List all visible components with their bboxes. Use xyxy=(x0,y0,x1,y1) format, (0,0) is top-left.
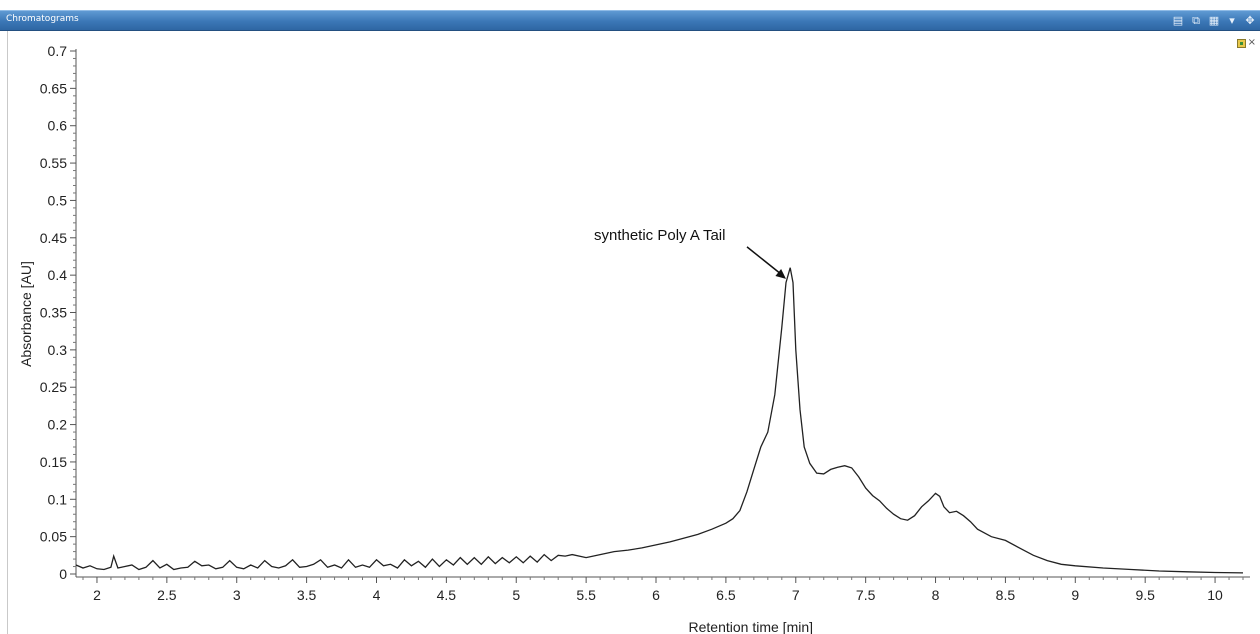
y-tick-label: 0.7 xyxy=(48,43,68,59)
x-tick-label: 5 xyxy=(512,587,520,603)
y-tick-label: 0.35 xyxy=(40,305,67,321)
y-tick-label: 0.1 xyxy=(48,491,68,507)
x-tick-label: 7.5 xyxy=(856,587,876,603)
x-tick-label: 5.5 xyxy=(576,587,596,603)
x-axis-label: Retention time [min] xyxy=(689,619,814,634)
window-left-border xyxy=(7,31,8,634)
annotation-arrow xyxy=(746,246,783,276)
y-tick-label: 0.3 xyxy=(48,342,68,358)
table-view-icon[interactable]: ▤ xyxy=(1172,14,1184,27)
x-tick-label: 6 xyxy=(652,587,660,603)
y-tick-label: 0.05 xyxy=(40,529,67,545)
annotation-arrowhead xyxy=(775,269,786,279)
x-tick-label: 8 xyxy=(932,587,940,603)
y-tick-label: 0.2 xyxy=(48,417,68,433)
y-tick-label: 0.15 xyxy=(40,454,67,470)
y-axis-label: Absorbance [AU] xyxy=(18,261,34,367)
x-tick-label: 6.5 xyxy=(716,587,736,603)
annotation-label: synthetic Poly A Tail xyxy=(594,227,725,244)
x-tick-label: 4.5 xyxy=(437,587,457,603)
x-tick-label: 9 xyxy=(1071,587,1079,603)
x-tick-label: 9.5 xyxy=(1135,587,1155,603)
x-tick-label: 7 xyxy=(792,587,800,603)
window-toolbar: ▤ ⧉ ▦ ▾ ✥ xyxy=(1172,14,1256,28)
close-icon[interactable]: × xyxy=(1247,37,1256,48)
x-tick-label: 10 xyxy=(1207,587,1223,603)
layers-dropdown-icon[interactable]: ▾ xyxy=(1229,14,1235,27)
chart-axes xyxy=(75,49,1250,578)
chromatogram-window-titlebar: Chromatograms ▤ ⧉ ▦ ▾ ✥ xyxy=(0,10,1260,31)
y-tick-label: 0.6 xyxy=(48,118,68,134)
x-tick-label: 4 xyxy=(373,587,381,603)
y-ticks: 0 0.05 0.1 0.15 0.2 0.25 0.3 0.35 0.4 0.45 0.5 0.55… xyxy=(40,43,76,582)
y-tick-label: 0.5 xyxy=(48,192,68,208)
x-tick-label: 8.5 xyxy=(996,587,1016,603)
x-ticks: 2 2.5 3 3.5 4 4.5 5 5.5 6 6.5 7 7.5 8 8.5 9 9.5 10 xyxy=(82,577,1244,603)
x-tick-label: 2 xyxy=(93,587,101,603)
panel-corner-controls: × xyxy=(1236,37,1256,48)
y-tick-label: 0.65 xyxy=(40,80,67,96)
absorbance-trace xyxy=(75,267,1244,574)
x-tick-label: 3 xyxy=(233,587,241,603)
pan-icon[interactable]: ✥ xyxy=(1245,14,1255,27)
peak-annotation: synthetic Poly A Tail xyxy=(594,227,786,279)
y-tick-label: 0 xyxy=(59,566,67,582)
y-tick-label: 0.4 xyxy=(48,267,68,283)
window-title: Chromatograms xyxy=(6,14,79,24)
pin-icon[interactable] xyxy=(1236,38,1246,48)
chromatogram-chart: 0 0.05 0.1 0.15 0.2 0.25 0.3 0.35 0.4 0.45 0.5 0.55… xyxy=(18,43,1250,634)
y-tick-label: 0.45 xyxy=(40,230,67,246)
grid-icon[interactable]: ▦ xyxy=(1208,14,1220,27)
x-tick-label: 2.5 xyxy=(157,587,177,603)
y-tick-label: 0.25 xyxy=(40,379,67,395)
x-tick-label: 3.5 xyxy=(297,587,317,603)
y-tick-label: 0.55 xyxy=(40,155,67,171)
copy-view-icon[interactable]: ⧉ xyxy=(1192,14,1200,27)
